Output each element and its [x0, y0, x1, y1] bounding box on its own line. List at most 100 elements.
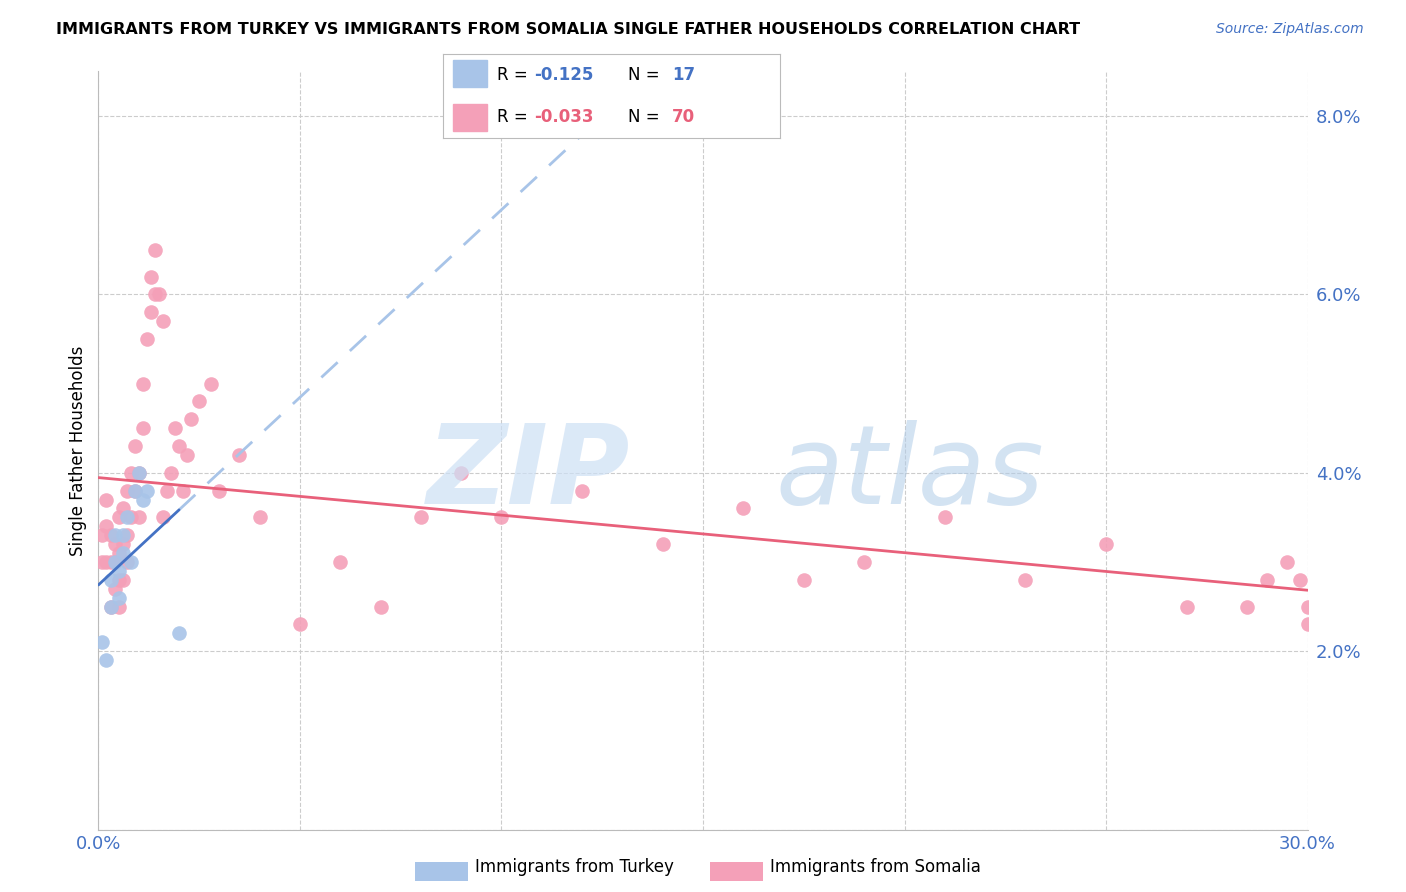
Point [288, 617, 311, 632]
Point [1175, 599, 1198, 614]
Text: 17: 17 [672, 66, 696, 84]
Point [228, 448, 250, 462]
Point [148, 287, 170, 301]
Text: R =: R = [496, 108, 533, 126]
Point [491, 510, 513, 524]
Point [172, 483, 194, 498]
Point [124, 483, 146, 498]
Text: Source: ZipAtlas.com: Source: ZipAtlas.com [1216, 22, 1364, 37]
Point [176, 448, 198, 462]
Point [111, 501, 134, 516]
Point [135, 332, 157, 346]
Point [132, 421, 155, 435]
Text: IMMIGRANTS FROM TURKEY VS IMMIGRANTS FROM SOMALIA SINGLE FATHER HOUSEHOLDS CORRE: IMMIGRANTS FROM TURKEY VS IMMIGRANTS FRO… [56, 22, 1080, 37]
Point [167, 626, 190, 640]
Text: N =: N = [628, 66, 665, 84]
Point [139, 305, 162, 319]
Point [120, 555, 142, 569]
Point [370, 599, 392, 614]
Point [152, 314, 174, 328]
Point [450, 466, 472, 480]
Point [132, 492, 155, 507]
Point [934, 510, 956, 524]
Point [200, 376, 222, 391]
Point [91, 555, 114, 569]
Point [100, 599, 122, 614]
Point [103, 555, 125, 569]
Point [135, 483, 157, 498]
Point [1288, 573, 1310, 587]
Point [1236, 599, 1258, 614]
Point [103, 528, 125, 542]
Point [124, 439, 146, 453]
Point [96, 555, 118, 569]
Point [249, 510, 271, 524]
Point [96, 492, 118, 507]
Point [111, 573, 134, 587]
Point [128, 466, 150, 480]
Point [139, 269, 162, 284]
Point [107, 510, 129, 524]
Point [152, 510, 174, 524]
Bar [453, 61, 486, 87]
Point [208, 483, 231, 498]
Point [409, 510, 432, 524]
Point [91, 528, 114, 542]
Point [1095, 537, 1118, 551]
Point [132, 376, 155, 391]
Point [91, 635, 114, 649]
Point [115, 510, 138, 524]
Text: ZIP: ZIP [427, 420, 630, 526]
Point [103, 582, 125, 596]
Text: 70: 70 [672, 108, 696, 126]
Text: -0.125: -0.125 [534, 66, 593, 84]
Point [96, 653, 118, 667]
Text: Immigrants from Somalia: Immigrants from Somalia [770, 858, 981, 876]
Point [1296, 599, 1319, 614]
Point [100, 573, 122, 587]
Point [107, 599, 129, 614]
Point [1277, 555, 1299, 569]
Text: -0.033: -0.033 [534, 108, 593, 126]
Point [1256, 573, 1278, 587]
Point [128, 466, 150, 480]
Point [143, 287, 166, 301]
Point [107, 564, 129, 578]
Point [156, 483, 179, 498]
Point [143, 243, 166, 257]
Point [115, 555, 138, 569]
Point [120, 466, 142, 480]
Point [128, 510, 150, 524]
Text: atlas: atlas [776, 420, 1045, 526]
Point [180, 412, 202, 426]
Point [96, 519, 118, 533]
Bar [453, 104, 486, 131]
Point [100, 599, 122, 614]
Point [793, 573, 815, 587]
Point [571, 483, 593, 498]
Point [111, 528, 134, 542]
Text: R =: R = [496, 66, 533, 84]
Point [1014, 573, 1036, 587]
Point [329, 555, 352, 569]
Point [160, 466, 183, 480]
Point [167, 439, 190, 453]
Text: N =: N = [628, 108, 665, 126]
Point [124, 483, 146, 498]
Point [115, 483, 138, 498]
Point [100, 555, 122, 569]
Point [111, 546, 134, 560]
Point [115, 528, 138, 542]
Point [111, 537, 134, 551]
Point [100, 528, 122, 542]
Point [188, 394, 211, 409]
Point [651, 537, 673, 551]
Point [107, 546, 129, 560]
Point [103, 555, 125, 569]
Point [107, 573, 129, 587]
Point [103, 537, 125, 551]
Point [163, 421, 186, 435]
Y-axis label: Single Father Households: Single Father Households [69, 345, 87, 556]
Point [733, 501, 755, 516]
Point [120, 510, 142, 524]
